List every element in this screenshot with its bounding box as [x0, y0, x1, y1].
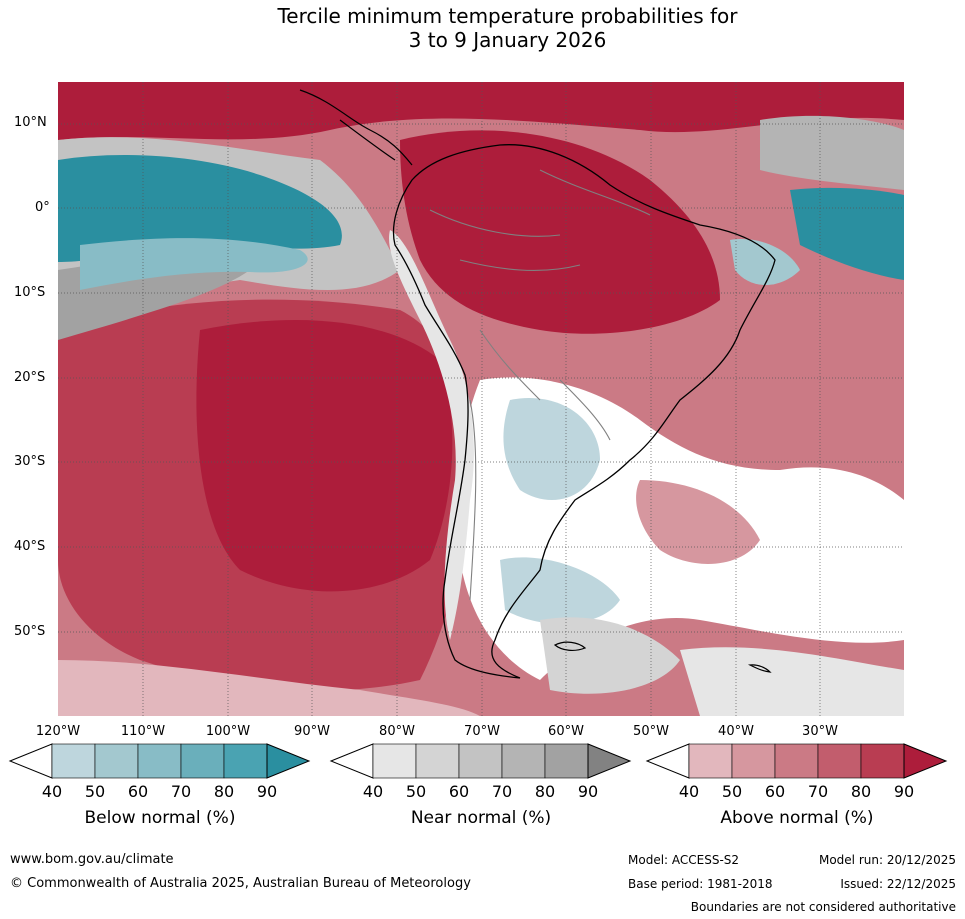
- map-field: [58, 82, 904, 716]
- south-america-coastline: [392, 144, 776, 679]
- colorbar-near-bin-2: [458, 743, 503, 779]
- colorbar-near-tick-40: 40: [362, 782, 384, 801]
- colorbar-near: [329, 743, 632, 779]
- colorbar-below-bin-4: [223, 743, 268, 779]
- footer-copyright: © Commonwealth of Australia 2025, Austra…: [10, 876, 471, 891]
- footer-url[interactable]: www.bom.gov.au/climate: [10, 852, 174, 867]
- colorbar-above-bin-1: [731, 743, 776, 779]
- colorbar-above-tick-70: 70: [807, 782, 829, 801]
- colorbar-below-tick-50: 50: [84, 782, 106, 801]
- colorbar-near-tick-90: 90: [577, 782, 599, 801]
- field-andes-strip: [389, 230, 474, 640]
- colorbar-above-max-extend: [903, 743, 948, 779]
- colorbar-near-tick-70: 70: [491, 782, 513, 801]
- colorbar-near-tick-80: 80: [534, 782, 556, 801]
- colorbar-below-tick-60: 60: [127, 782, 149, 801]
- colorbar-near-bin-0: [372, 743, 417, 779]
- field-amazon-core: [400, 130, 720, 334]
- lon-label-80w: 80°W: [379, 724, 415, 739]
- field-below-east-light: [730, 239, 800, 285]
- colorbar-above-tick-50: 50: [721, 782, 743, 801]
- colorbar-above-min-extend: [645, 743, 690, 779]
- field-below-west: [58, 155, 342, 262]
- colorbar-below-max-extend: [266, 743, 311, 779]
- lat-label-10n: 10°N: [14, 115, 47, 130]
- colorbar-above-bin-2: [774, 743, 819, 779]
- colorbar-near-max-extend: [587, 743, 632, 779]
- colorbar-near-min-extend: [329, 743, 374, 779]
- lon-label-100w: 100°W: [205, 724, 251, 739]
- colorbar-near-label: Near normal (%): [410, 808, 552, 828]
- colorbar-below-bin-0: [51, 743, 96, 779]
- graticule: [58, 82, 904, 716]
- colorbar-below-tick-90: 90: [256, 782, 278, 801]
- lon-label-110w: 110°W: [120, 724, 166, 739]
- field-cone-below: [503, 398, 600, 500]
- colorbar-below-bin-2: [137, 743, 182, 779]
- colorbar-below-tick-40: 40: [41, 782, 63, 801]
- field-below-west-light: [80, 238, 308, 290]
- central-america-coastline: [299, 89, 413, 166]
- falklands-coastline: [553, 641, 587, 651]
- field-below-east: [790, 187, 904, 280]
- field-south-pale: [58, 660, 480, 716]
- lat-label-0: 0°: [35, 200, 50, 215]
- colorbar-near-tick-60: 60: [448, 782, 470, 801]
- field-pacific-core: [196, 320, 453, 592]
- colorbar-near-bin-4: [544, 743, 589, 779]
- map-title-line-2: 3 to 9 January 2026: [408, 28, 607, 52]
- colorbar-above-tick-60: 60: [764, 782, 786, 801]
- lat-label-40s: 40°S: [14, 539, 46, 554]
- map-title-line-1: Tercile minimum temperature probabilitie…: [277, 4, 738, 28]
- coastlines: [299, 89, 776, 679]
- lat-label-30s: 30°S: [14, 454, 46, 469]
- lat-label-20s: 20°S: [14, 370, 46, 385]
- colorbar-near-bin-1: [415, 743, 460, 779]
- colorbar-above-tick-90: 90: [893, 782, 915, 801]
- colorbar-near-bin-3: [501, 743, 546, 779]
- colorbar-below-tick-70: 70: [170, 782, 192, 801]
- footer-model: Model: ACCESS-S2: [628, 853, 740, 867]
- lon-label-90w: 90°W: [294, 724, 330, 739]
- field-cone-below-2: [500, 557, 620, 624]
- footer-issued: Issued: 22/12/2025: [840, 877, 956, 891]
- lat-label-50s: 50°S: [14, 624, 46, 639]
- country-borders: [429, 169, 651, 601]
- colorbar-below-bin-1: [94, 743, 139, 779]
- colorbar-above-bin-4: [860, 743, 905, 779]
- colorbar-near-tick-50: 50: [405, 782, 427, 801]
- south-georgia-coastline: [747, 664, 772, 673]
- field-north-warm: [58, 82, 904, 140]
- lon-label-120w: 120°W: [35, 724, 81, 739]
- colorbar-below-label: Below normal (%): [84, 808, 236, 828]
- map-title: Tercile minimum temperature probabilitie…: [0, 4, 965, 52]
- colorbar-below: [8, 743, 311, 779]
- colorbar-above-bin-0: [688, 743, 733, 779]
- field-cone-near: [540, 617, 680, 694]
- colorbar-above: [645, 743, 948, 779]
- colorbar-above-tick-80: 80: [850, 782, 872, 801]
- colorbar-above-tick-40: 40: [678, 782, 700, 801]
- colorbar-below-bin-3: [180, 743, 225, 779]
- lon-label-60w: 60°W: [548, 724, 584, 739]
- colorbar-below-tick-80: 80: [213, 782, 235, 801]
- field-near-east: [760, 115, 904, 190]
- footer-model-run: Model run: 20/12/2025: [818, 853, 956, 867]
- lat-label-10s: 10°S: [14, 285, 46, 300]
- lon-label-40w: 40°W: [718, 724, 754, 739]
- lon-label-70w: 70°W: [464, 724, 500, 739]
- lon-label-50w: 50°W: [633, 724, 669, 739]
- footer-base-period: Base period: 1981-2018: [628, 877, 773, 891]
- lon-label-30w: 30°W: [802, 724, 838, 739]
- colorbar-above-bin-3: [817, 743, 862, 779]
- colorbars: [8, 743, 948, 779]
- colorbar-above-label: Above normal (%): [720, 808, 874, 828]
- field-atlantic-warm: [636, 480, 760, 564]
- colorbar-below-min-extend: [8, 743, 53, 779]
- footer-disclaimer: Boundaries are not considered authoritat…: [690, 900, 956, 914]
